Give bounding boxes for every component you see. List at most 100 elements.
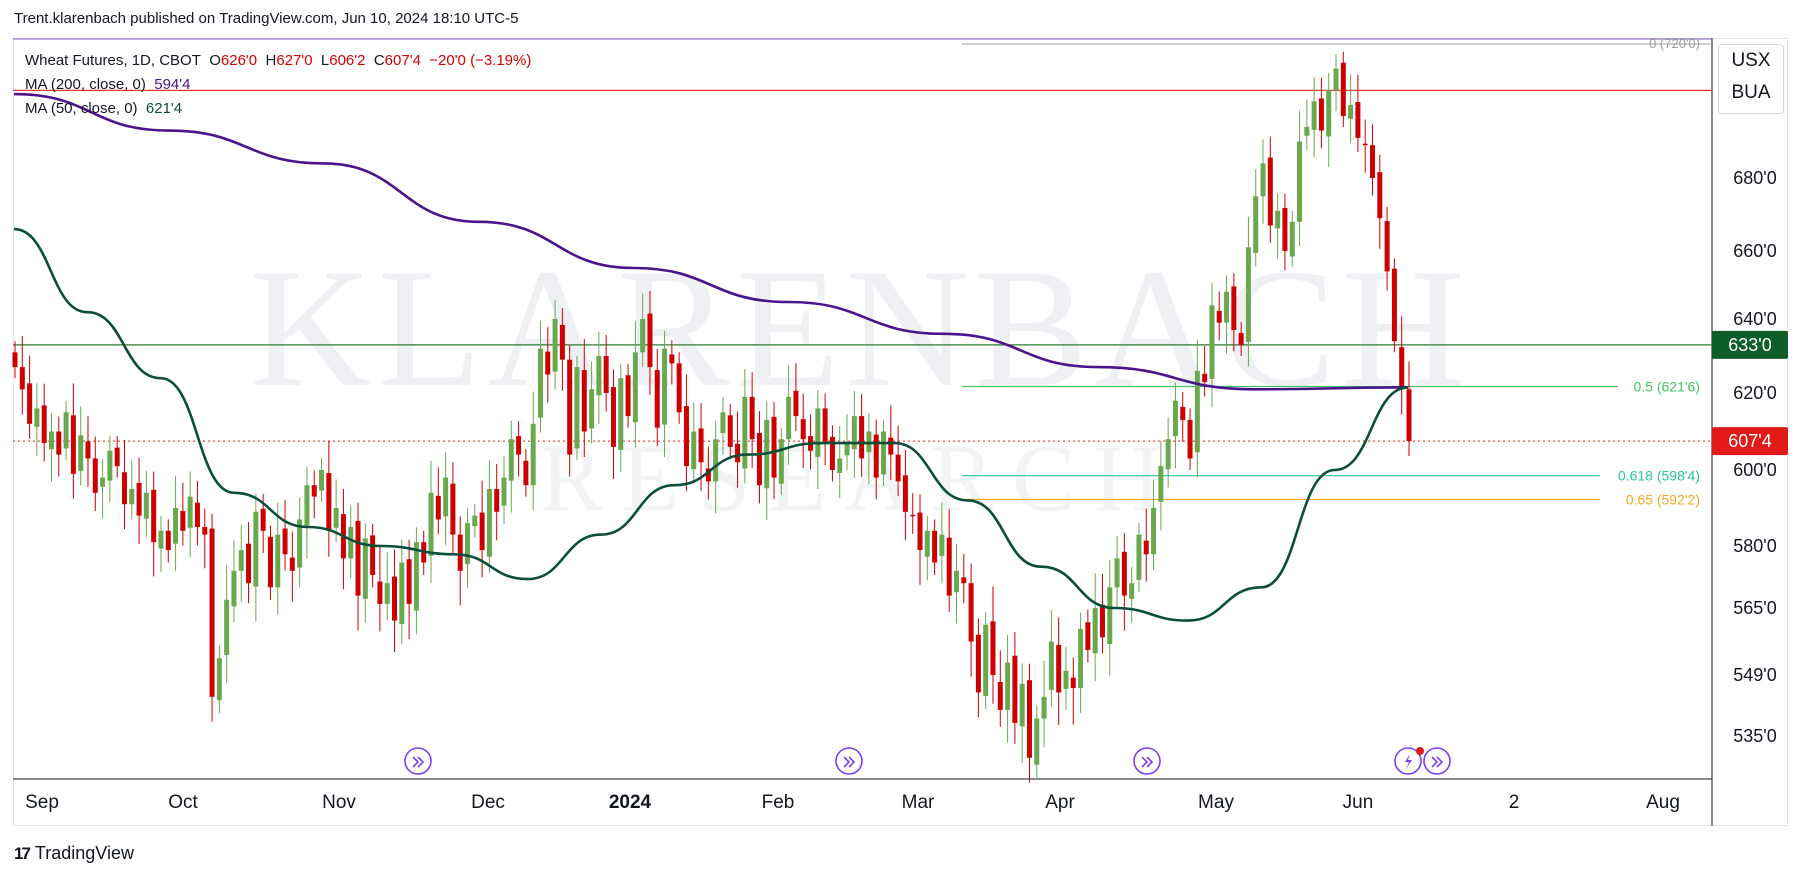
candle[interactable] xyxy=(691,402,697,485)
candle[interactable] xyxy=(1005,634,1011,743)
candle[interactable] xyxy=(27,355,33,439)
candle[interactable] xyxy=(1275,193,1281,259)
candle[interactable] xyxy=(267,525,273,600)
candle[interactable] xyxy=(1121,533,1127,631)
candle[interactable] xyxy=(1318,77,1324,149)
candle[interactable] xyxy=(1180,391,1186,442)
candle[interactable] xyxy=(465,508,471,588)
candle[interactable] xyxy=(1297,110,1303,246)
candle[interactable] xyxy=(1370,124,1376,196)
candle[interactable] xyxy=(625,364,631,428)
candle[interactable] xyxy=(297,497,303,588)
candle[interactable] xyxy=(574,356,580,460)
candle[interactable] xyxy=(202,508,208,569)
candle[interactable] xyxy=(48,413,54,482)
candle[interactable] xyxy=(596,331,602,425)
candle[interactable] xyxy=(1063,646,1069,710)
ma200-line[interactable] xyxy=(13,92,1409,391)
candle[interactable] xyxy=(924,515,930,581)
candle[interactable] xyxy=(1034,705,1040,778)
event-marker-icon[interactable] xyxy=(404,747,432,775)
candle[interactable] xyxy=(216,645,222,714)
candle[interactable] xyxy=(997,650,1003,727)
candle[interactable] xyxy=(1187,408,1193,470)
candle[interactable] xyxy=(654,348,660,447)
candle[interactable] xyxy=(662,330,668,457)
candle[interactable] xyxy=(494,463,500,541)
candle[interactable] xyxy=(1282,193,1288,271)
candle[interactable] xyxy=(370,523,376,588)
candle[interactable] xyxy=(545,327,551,403)
candle[interactable] xyxy=(1333,54,1339,112)
lightning-event-icon[interactable] xyxy=(1394,747,1422,775)
currency-unit-button[interactable]: USX BUA xyxy=(1718,44,1784,114)
candle[interactable] xyxy=(676,352,682,424)
candle[interactable] xyxy=(289,531,295,602)
candle[interactable] xyxy=(1202,346,1208,397)
candle[interactable] xyxy=(902,449,908,541)
candle[interactable] xyxy=(1165,417,1171,488)
candle[interactable] xyxy=(1114,535,1120,608)
candle[interactable] xyxy=(187,471,193,558)
candle[interactable] xyxy=(1399,316,1405,415)
candle[interactable] xyxy=(1216,291,1222,341)
candle[interactable] xyxy=(946,509,952,612)
event-marker-icon[interactable] xyxy=(1423,747,1451,775)
candle[interactable] xyxy=(457,516,463,606)
candle[interactable] xyxy=(1136,523,1142,593)
event-markers[interactable] xyxy=(404,747,1451,775)
candle[interactable] xyxy=(85,416,91,488)
candle[interactable] xyxy=(640,293,646,367)
candle[interactable] xyxy=(735,411,741,488)
candle[interactable] xyxy=(1355,74,1361,153)
candle[interactable] xyxy=(822,393,828,465)
candle[interactable] xyxy=(1224,275,1230,354)
candle[interactable] xyxy=(275,502,281,615)
candle[interactable] xyxy=(194,481,200,546)
candle[interactable] xyxy=(1172,382,1178,469)
candle[interactable] xyxy=(552,299,558,390)
candle[interactable] xyxy=(895,425,901,497)
candle[interactable] xyxy=(647,291,653,395)
candle[interactable] xyxy=(70,383,76,499)
candle[interactable] xyxy=(41,383,47,462)
candle[interactable] xyxy=(1238,321,1244,356)
candle[interactable] xyxy=(238,524,244,602)
candle[interactable] xyxy=(428,460,434,584)
candle[interactable] xyxy=(1267,136,1273,243)
candle[interactable] xyxy=(107,435,113,503)
candle[interactable] xyxy=(253,493,259,622)
candle[interactable] xyxy=(953,543,959,624)
candle[interactable] xyxy=(304,466,310,559)
candle[interactable] xyxy=(319,458,325,502)
candle[interactable] xyxy=(1326,72,1332,168)
candle[interactable] xyxy=(224,565,230,683)
candle[interactable] xyxy=(326,440,332,557)
candle[interactable] xyxy=(1304,99,1310,150)
candle[interactable] xyxy=(669,340,675,385)
candle[interactable] xyxy=(377,546,383,632)
candle[interactable] xyxy=(19,336,25,415)
candle[interactable] xyxy=(173,476,179,571)
candle[interactable] xyxy=(610,369,616,480)
candle[interactable] xyxy=(443,452,449,545)
candle[interactable] xyxy=(151,471,157,577)
candle[interactable] xyxy=(1231,273,1237,352)
candle[interactable] xyxy=(567,345,573,477)
candle[interactable] xyxy=(932,519,938,575)
candle[interactable] xyxy=(501,455,507,524)
candle[interactable] xyxy=(1056,617,1062,726)
candle[interactable] xyxy=(1048,610,1054,707)
candle[interactable] xyxy=(961,553,967,604)
candle[interactable] xyxy=(12,341,18,379)
candle[interactable] xyxy=(1158,440,1164,531)
candle[interactable] xyxy=(516,421,522,477)
candle[interactable] xyxy=(114,436,120,478)
candle[interactable] xyxy=(384,552,390,621)
candle[interactable] xyxy=(1041,660,1047,748)
candle[interactable] xyxy=(1012,631,1018,744)
candle[interactable] xyxy=(537,320,543,433)
candle[interactable] xyxy=(1260,139,1266,224)
candle[interactable] xyxy=(1107,560,1113,676)
candle[interactable] xyxy=(778,427,784,496)
